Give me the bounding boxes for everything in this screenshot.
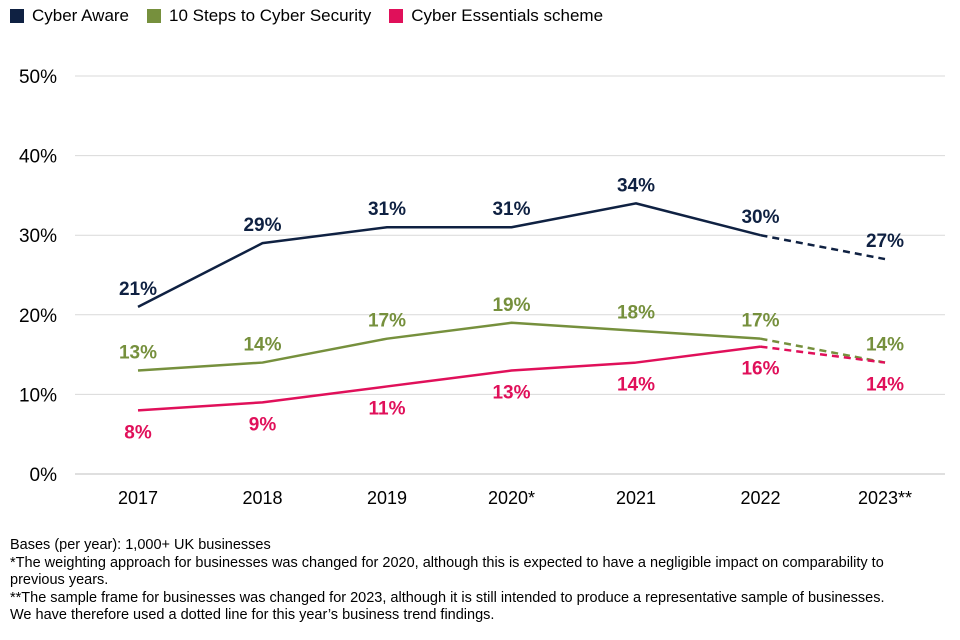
- series-line-dotted: [760, 233, 886, 261]
- data-label: 16%: [741, 359, 779, 380]
- data-label: 14%: [866, 335, 904, 356]
- legend-swatch-10-steps: [147, 9, 162, 23]
- data-label: 34%: [617, 175, 655, 196]
- x-tick-label: 2019: [367, 488, 407, 508]
- y-tick-label: 50%: [19, 67, 57, 88]
- legend-item-cyber-aware: Cyber Aware: [10, 6, 129, 26]
- x-tick-label: 2022: [740, 488, 780, 508]
- data-label: 9%: [249, 414, 277, 435]
- data-label: 14%: [243, 335, 281, 356]
- legend-label-cyber-aware: Cyber Aware: [32, 6, 130, 25]
- data-label: 18%: [617, 303, 655, 324]
- data-label: 31%: [492, 199, 530, 220]
- x-tick-label: 2021: [616, 488, 656, 508]
- data-label: 13%: [492, 383, 530, 404]
- x-tick-label: 2017: [118, 488, 158, 508]
- legend-label-cyber-essentials: Cyber Essentials scheme: [411, 6, 604, 25]
- chart-notes: Bases (per year): 1,000+ UK businesses *…: [10, 537, 910, 625]
- legend-item-10-steps: 10 Steps to Cyber Security: [147, 6, 371, 26]
- data-label: 8%: [124, 422, 152, 443]
- chart-legend: Cyber Aware 10 Steps to Cyber Security C…: [10, 6, 621, 26]
- line-chart: 0% 10% 20% 30% 40% 50% 2017 2018 2019 2020* 2021 20…: [19, 67, 945, 508]
- data-label: 17%: [741, 311, 779, 332]
- y-tick-label: 10%: [19, 385, 57, 406]
- note-2023-sample-frame: **The sample frame for businesses was ch…: [10, 589, 885, 624]
- data-label: 21%: [119, 279, 157, 300]
- series-line-dotted: [760, 345, 886, 364]
- note-bases: Bases (per year): 1,000+ UK businesses: [10, 537, 271, 553]
- series-line-dotted: [760, 337, 886, 364]
- series-line: [137, 345, 761, 412]
- legend-swatch-cyber-aware: [10, 9, 24, 23]
- y-tick-label: 20%: [19, 306, 57, 327]
- data-label: 13%: [119, 343, 157, 364]
- data-label: 14%: [866, 375, 904, 396]
- y-tick-label: 0%: [30, 465, 58, 486]
- data-label: 31%: [368, 199, 406, 220]
- series-line: [137, 202, 761, 308]
- y-tick-label: 40%: [19, 147, 57, 168]
- legend-item-cyber-essentials: Cyber Essentials scheme: [389, 6, 603, 26]
- x-tick-label: 2018: [242, 488, 282, 508]
- y-tick-label: 30%: [19, 226, 57, 247]
- x-tick-label: 2020*: [488, 488, 535, 508]
- data-label: 17%: [368, 311, 406, 332]
- data-label: 19%: [492, 295, 530, 316]
- data-label: 30%: [741, 207, 779, 228]
- note-2020-weighting: *The weighting approach for businesses w…: [10, 554, 884, 589]
- legend-label-10-steps: 10 Steps to Cyber Security: [169, 6, 372, 25]
- x-tick-label: 2023**: [858, 488, 912, 508]
- data-label: 11%: [369, 398, 406, 419]
- data-label: 29%: [243, 215, 281, 236]
- legend-swatch-cyber-essentials: [389, 9, 404, 23]
- data-label: 14%: [617, 375, 655, 396]
- series-line: [137, 321, 761, 372]
- data-label: 27%: [866, 231, 904, 252]
